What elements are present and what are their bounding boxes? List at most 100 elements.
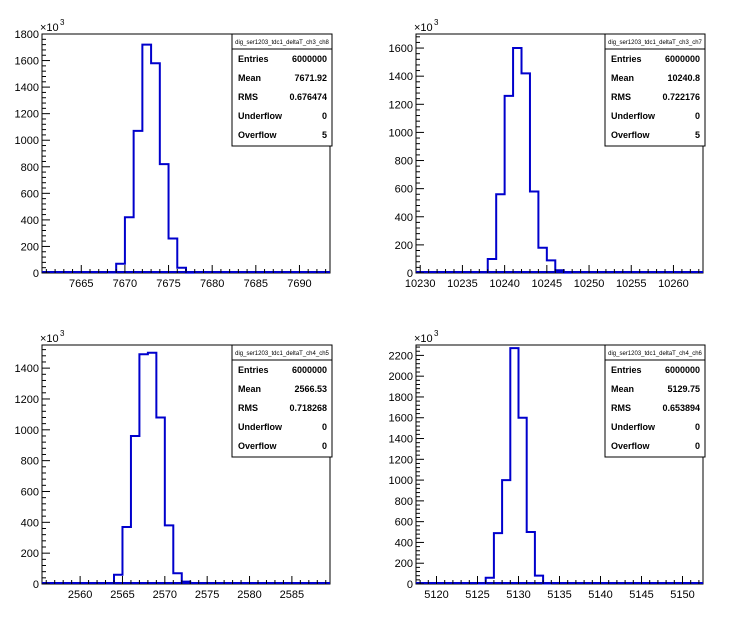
y-tick-label: 1400 — [15, 82, 39, 94]
x-tick-label: 2585 — [280, 589, 304, 601]
x-tick-label: 5140 — [588, 589, 612, 601]
stats-value: 0.722176 — [662, 92, 700, 102]
stats-value: 0 — [322, 111, 327, 121]
y-tick-label: 600 — [21, 486, 39, 498]
x-tick-label: 5120 — [424, 589, 448, 601]
stats-value: 6000000 — [665, 365, 700, 375]
y-tick-label: 600 — [395, 517, 413, 529]
x-tick-label: 10255 — [616, 278, 647, 290]
y-tick-label: 2000 — [389, 371, 413, 383]
y-multiplier-exponent: 3 — [434, 329, 439, 338]
y-multiplier-label: ×10 — [414, 333, 433, 345]
x-tick-label: 5125 — [465, 589, 489, 601]
x-tick-label: 10240 — [489, 278, 520, 290]
stats-label: Underflow — [611, 422, 656, 432]
y-tick-label: 400 — [395, 212, 413, 224]
stats-value: 7671.92 — [294, 73, 327, 83]
stats-value: 0 — [322, 422, 327, 432]
x-tick-label: 10230 — [405, 278, 436, 290]
stats-value: 5129.75 — [667, 384, 700, 394]
histogram-panel: 10230 10235 10240 10245 10250 10255 10260 0 200 4… — [389, 18, 706, 290]
stats-box — [231, 344, 333, 458]
stats-value: 0.676474 — [289, 92, 327, 102]
y-tick-label: 0 — [33, 268, 39, 280]
stats-label: Overflow — [238, 441, 278, 451]
stats-value: 6000000 — [292, 54, 327, 64]
y-multiplier-exponent: 3 — [434, 18, 439, 27]
y-tick-label: 1800 — [389, 392, 413, 404]
y-tick-label: 400 — [395, 537, 413, 549]
y-tick-label: 1600 — [389, 43, 413, 55]
x-tick-label: 2580 — [237, 589, 261, 601]
y-tick-label: 0 — [407, 268, 413, 280]
stats-label: Entries — [611, 54, 642, 64]
y-tick-label: 1000 — [15, 135, 39, 147]
stats-value: 0.653894 — [662, 403, 700, 413]
stats-title: dig_ser1203_tdc1_deltaT_ch4_ch5 — [235, 351, 329, 357]
x-tick-label: 10260 — [658, 278, 689, 290]
stats-label: Overflow — [611, 130, 651, 140]
stats-value: 10240.8 — [667, 73, 700, 83]
stats-value: 5 — [695, 130, 700, 140]
stats-label: Mean — [611, 73, 634, 83]
stats-value: 0 — [695, 441, 700, 451]
histogram-outline — [104, 351, 192, 585]
stats-label: Mean — [238, 384, 261, 394]
x-tick-label: 7680 — [200, 278, 224, 290]
y-tick-label: 400 — [21, 215, 39, 227]
x-tick-label: 2565 — [110, 589, 134, 601]
y-tick-label: 1600 — [15, 56, 39, 68]
stats-label: Entries — [611, 365, 642, 375]
y-multiplier-exponent: 3 — [60, 18, 65, 27]
stats-value: 6000000 — [292, 365, 327, 375]
histogram-outline — [476, 347, 553, 585]
stats-label: RMS — [611, 403, 631, 413]
y-tick-label: 1400 — [389, 434, 413, 446]
stats-value: 0 — [322, 441, 327, 451]
stats-label: Entries — [238, 54, 269, 64]
y-tick-label: 1000 — [15, 425, 39, 437]
x-tick-label: 7665 — [69, 278, 93, 290]
stats-value: 5 — [322, 130, 327, 140]
histogram-outline — [478, 47, 574, 274]
stats-label: Overflow — [611, 441, 651, 451]
x-tick-label: 2560 — [68, 589, 92, 601]
stats-label: Overflow — [238, 130, 278, 140]
y-tick-label: 200 — [395, 558, 413, 570]
y-tick-label: 600 — [21, 188, 39, 200]
y-tick-label: 400 — [21, 517, 39, 529]
x-tick-label: 7690 — [287, 278, 311, 290]
y-tick-label: 800 — [395, 496, 413, 508]
stats-value: 0.718268 — [289, 403, 327, 413]
y-tick-label: 800 — [21, 456, 39, 468]
histogram-panel: 2560 2565 2570 2575 2580 2585 0 200 400 600 800 100… — [15, 329, 333, 601]
x-tick-label: 10250 — [574, 278, 605, 290]
stats-box — [231, 33, 333, 147]
histogram-panel: 5120 5125 5130 5135 5140 5145 5150 0 200 400 600 80… — [389, 329, 706, 601]
x-tick-label: 7685 — [244, 278, 268, 290]
y-tick-label: 2200 — [389, 350, 413, 362]
stats-value: 0 — [695, 422, 700, 432]
stats-label: Underflow — [238, 111, 283, 121]
y-tick-label: 1200 — [15, 394, 39, 406]
x-tick-label: 10245 — [532, 278, 563, 290]
x-tick-label: 5150 — [670, 589, 694, 601]
histogram-panel: 7665 7670 7675 7680 7685 7690 0 200 400 600 800 100… — [15, 18, 333, 290]
y-tick-label: 600 — [395, 184, 413, 196]
y-multiplier-exponent: 3 — [60, 329, 65, 338]
stats-value: 6000000 — [665, 54, 700, 64]
y-tick-label: 1000 — [389, 127, 413, 139]
y-multiplier-label: ×10 — [414, 22, 433, 34]
y-tick-label: 1800 — [15, 29, 39, 41]
stats-label: RMS — [611, 92, 631, 102]
y-multiplier-label: ×10 — [40, 22, 59, 34]
stats-box — [604, 344, 706, 458]
y-tick-label: 800 — [21, 162, 39, 174]
y-tick-label: 1400 — [389, 71, 413, 83]
histogram-outline — [106, 43, 196, 274]
stats-label: Mean — [238, 73, 261, 83]
stats-value: 2566.53 — [294, 384, 327, 394]
x-tick-label: 7675 — [156, 278, 180, 290]
y-multiplier-label: ×10 — [40, 333, 59, 345]
